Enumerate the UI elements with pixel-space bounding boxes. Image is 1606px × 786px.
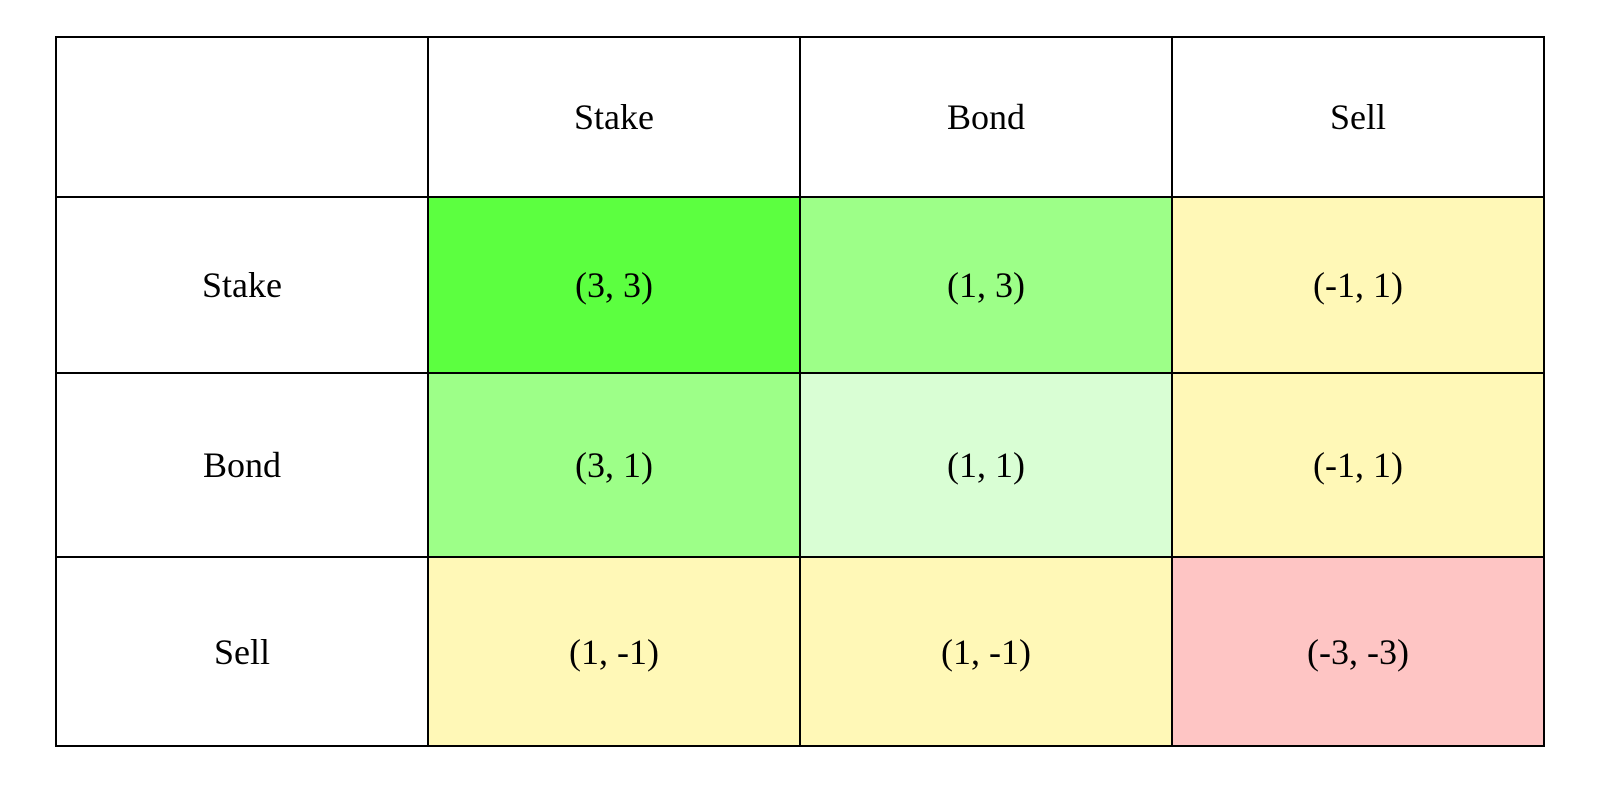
payoff-cell: (1, 3)	[799, 196, 1173, 374]
row-label-stake: Stake	[55, 196, 429, 374]
matrix-row-sell: Sell (1, -1) (1, -1) (-3, -3)	[55, 556, 1545, 747]
payoff-cell: (3, 1)	[427, 372, 801, 558]
payoff-cell: (1, -1)	[799, 556, 1173, 747]
payoff-matrix: Stake Bond Sell Stake (3, 3) (1, 3) (-1,…	[55, 36, 1545, 747]
payoff-cell: (3, 3)	[427, 196, 801, 374]
column-header-bond: Bond	[799, 36, 1173, 198]
header-row: Stake Bond Sell	[55, 36, 1545, 198]
corner-cell	[55, 36, 429, 198]
payoff-cell: (-1, 1)	[1171, 196, 1545, 374]
payoff-cell: (1, 1)	[799, 372, 1173, 558]
column-header-stake: Stake	[427, 36, 801, 198]
payoff-cell: (1, -1)	[427, 556, 801, 747]
row-label-bond: Bond	[55, 372, 429, 558]
payoff-cell: (-1, 1)	[1171, 372, 1545, 558]
matrix-row-bond: Bond (3, 1) (1, 1) (-1, 1)	[55, 372, 1545, 558]
matrix-row-stake: Stake (3, 3) (1, 3) (-1, 1)	[55, 196, 1545, 374]
row-label-sell: Sell	[55, 556, 429, 747]
column-header-sell: Sell	[1171, 36, 1545, 198]
payoff-cell: (-3, -3)	[1171, 556, 1545, 747]
